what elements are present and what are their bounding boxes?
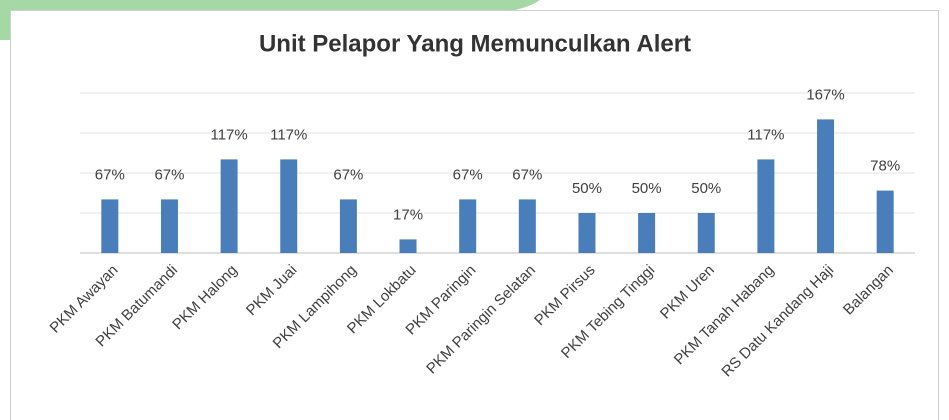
data-label: 167%: [806, 86, 844, 103]
bar: [817, 119, 835, 254]
data-label: 50%: [572, 180, 602, 197]
data-label: 67%: [154, 166, 184, 183]
bar: [101, 199, 119, 253]
data-label: 17%: [393, 206, 423, 223]
data-label: 67%: [512, 166, 542, 183]
data-label: 78%: [870, 158, 900, 175]
chart-title: Unit Pelapor Yang Memunculkan Alert: [259, 30, 691, 57]
data-label: 67%: [453, 166, 483, 183]
data-label: 67%: [95, 166, 125, 183]
bar: [578, 213, 596, 253]
bar: [339, 199, 357, 253]
bar: [220, 159, 238, 253]
bar: [638, 213, 656, 253]
bar: [399, 239, 417, 253]
data-label: 117%: [270, 126, 307, 143]
data-label: 117%: [747, 126, 784, 143]
bar: [757, 159, 775, 253]
data-label: 117%: [210, 126, 247, 143]
data-label: 67%: [333, 166, 363, 183]
data-label: 50%: [691, 180, 721, 197]
bar: [160, 199, 178, 253]
data-label: 50%: [632, 180, 662, 197]
bar: [518, 199, 536, 253]
bar: [280, 159, 298, 253]
bar: [697, 213, 715, 253]
bar: [876, 190, 894, 253]
bar: [459, 199, 477, 253]
